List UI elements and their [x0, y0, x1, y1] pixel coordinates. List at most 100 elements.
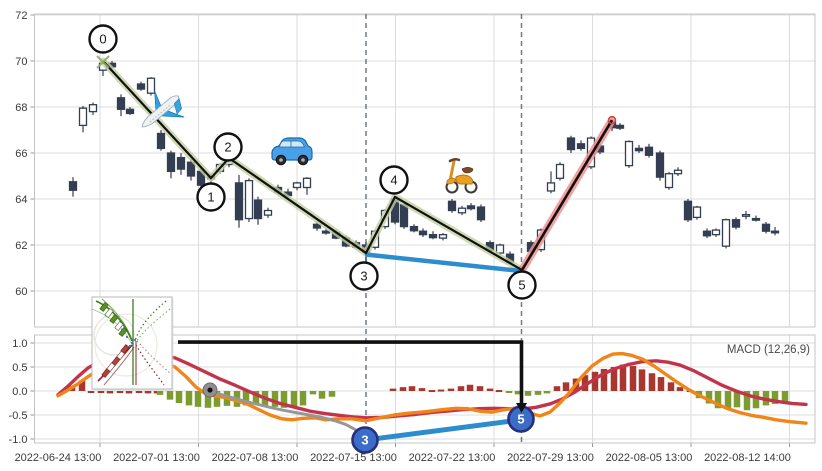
- svg-text:5: 5: [517, 412, 524, 427]
- macd-line: [56, 351, 808, 425]
- x-axis-label: 2022-06-24 13:00: [15, 452, 102, 464]
- histogram-bar: [705, 391, 713, 404]
- candle: [457, 205, 467, 216]
- price-y-label: 68: [15, 102, 27, 114]
- histogram-bar: [116, 391, 124, 393]
- histogram-bar: [408, 386, 416, 391]
- candle: [116, 94, 126, 117]
- candle: [721, 218, 731, 249]
- histogram-bar: [194, 391, 202, 407]
- histogram-bar: [676, 387, 684, 391]
- macd-marker-3: 3: [351, 426, 379, 454]
- histogram-bar: [280, 391, 288, 408]
- histogram-bar: [648, 373, 656, 391]
- histogram-bar: [135, 391, 143, 393]
- x-axis-label: 2022-08-12 14:00: [704, 452, 791, 464]
- histogram-bar: [600, 368, 608, 391]
- macd-y-label: 0.5: [12, 362, 27, 374]
- svg-text:2: 2: [224, 140, 231, 155]
- candle: [78, 105, 88, 133]
- candle: [302, 177, 312, 195]
- histogram-bar: [106, 391, 114, 394]
- histogram-bar: [752, 391, 760, 409]
- candle: [156, 130, 166, 151]
- histogram-bar: [771, 391, 779, 404]
- svg-text:3: 3: [361, 433, 368, 448]
- candle: [655, 150, 665, 181]
- macd-histogram: [59, 364, 789, 411]
- price-panel-frame: [34, 13, 816, 328]
- candle: [418, 228, 428, 237]
- macd-blue-connector: [363, 417, 524, 443]
- peak-ring-marker: [607, 115, 617, 125]
- candle: [428, 231, 438, 240]
- airplane-emoji: [141, 90, 185, 128]
- candle: [438, 233, 448, 241]
- histogram-bar: [610, 367, 618, 391]
- histogram-bar: [78, 380, 86, 391]
- candle: [136, 81, 146, 91]
- candle: [751, 215, 761, 222]
- candle: [244, 178, 254, 222]
- candle: [731, 217, 741, 230]
- histogram-bar: [657, 377, 665, 391]
- histogram-bar: [505, 391, 513, 393]
- macd-y-label: -0.5: [9, 410, 28, 422]
- candle: [447, 199, 457, 213]
- x-axis-label: 2022-07-01 13:00: [113, 452, 200, 464]
- candle: [673, 167, 683, 176]
- histogram-bar: [252, 391, 260, 405]
- pivot-marker-5: 5: [507, 270, 537, 300]
- x-axis-label: 2022-08-05 13:00: [606, 452, 693, 464]
- candle: [88, 102, 98, 116]
- pattern-inset: [91, 296, 174, 391]
- candle: [644, 143, 654, 158]
- candle: [68, 177, 78, 197]
- histogram-bar: [781, 391, 789, 403]
- pivot-marker-0: 0: [88, 24, 118, 54]
- svg-text:3: 3: [360, 269, 367, 284]
- histogram-bar: [97, 391, 105, 393]
- candle: [409, 224, 419, 233]
- x-marker: [96, 55, 110, 69]
- histogram-bar: [428, 390, 436, 393]
- pivot-marker-1: 1: [196, 182, 226, 212]
- histogram-bar: [486, 388, 494, 391]
- svg-text:1: 1: [207, 190, 214, 205]
- annotation-arrowhead: [516, 403, 527, 413]
- svg-text:5: 5: [518, 278, 525, 293]
- macd-y-label: 1.0: [12, 338, 27, 350]
- zigzag-glow: [99, 57, 526, 274]
- gray-dot-center: [207, 387, 213, 393]
- price-y-label: 66: [15, 148, 27, 160]
- candle: [476, 204, 486, 222]
- candle: [566, 135, 576, 153]
- candle: [146, 77, 156, 96]
- histogram-bar: [271, 391, 279, 407]
- gray-connector-line: [209, 388, 368, 441]
- histogram-bar: [476, 386, 484, 391]
- candle: [125, 107, 135, 116]
- candle: [615, 123, 625, 130]
- histogram-bar: [87, 391, 95, 393]
- histogram-bar: [418, 388, 426, 391]
- candle: [555, 162, 565, 181]
- histogram-bar: [175, 391, 183, 403]
- candle: [624, 140, 634, 168]
- candle: [166, 150, 176, 179]
- axis-labels: 72 70 68 66 64 62 60 1.0 0.5 0.0 -0.5 -1.0 2022-06-2…: [9, 10, 791, 464]
- histogram-bar: [242, 391, 250, 406]
- candle: [692, 205, 702, 220]
- histogram-bar: [553, 386, 561, 391]
- price-y-label: 72: [15, 10, 27, 22]
- histogram-bar: [514, 391, 522, 395]
- histogram-bar: [534, 391, 542, 395]
- histogram-bar: [290, 391, 298, 407]
- histogram-bar: [399, 387, 407, 391]
- histogram-bar: [543, 391, 551, 394]
- price-y-label: 64: [15, 194, 27, 206]
- pivot-marker-2: 2: [213, 132, 243, 162]
- histogram-bar: [299, 391, 307, 406]
